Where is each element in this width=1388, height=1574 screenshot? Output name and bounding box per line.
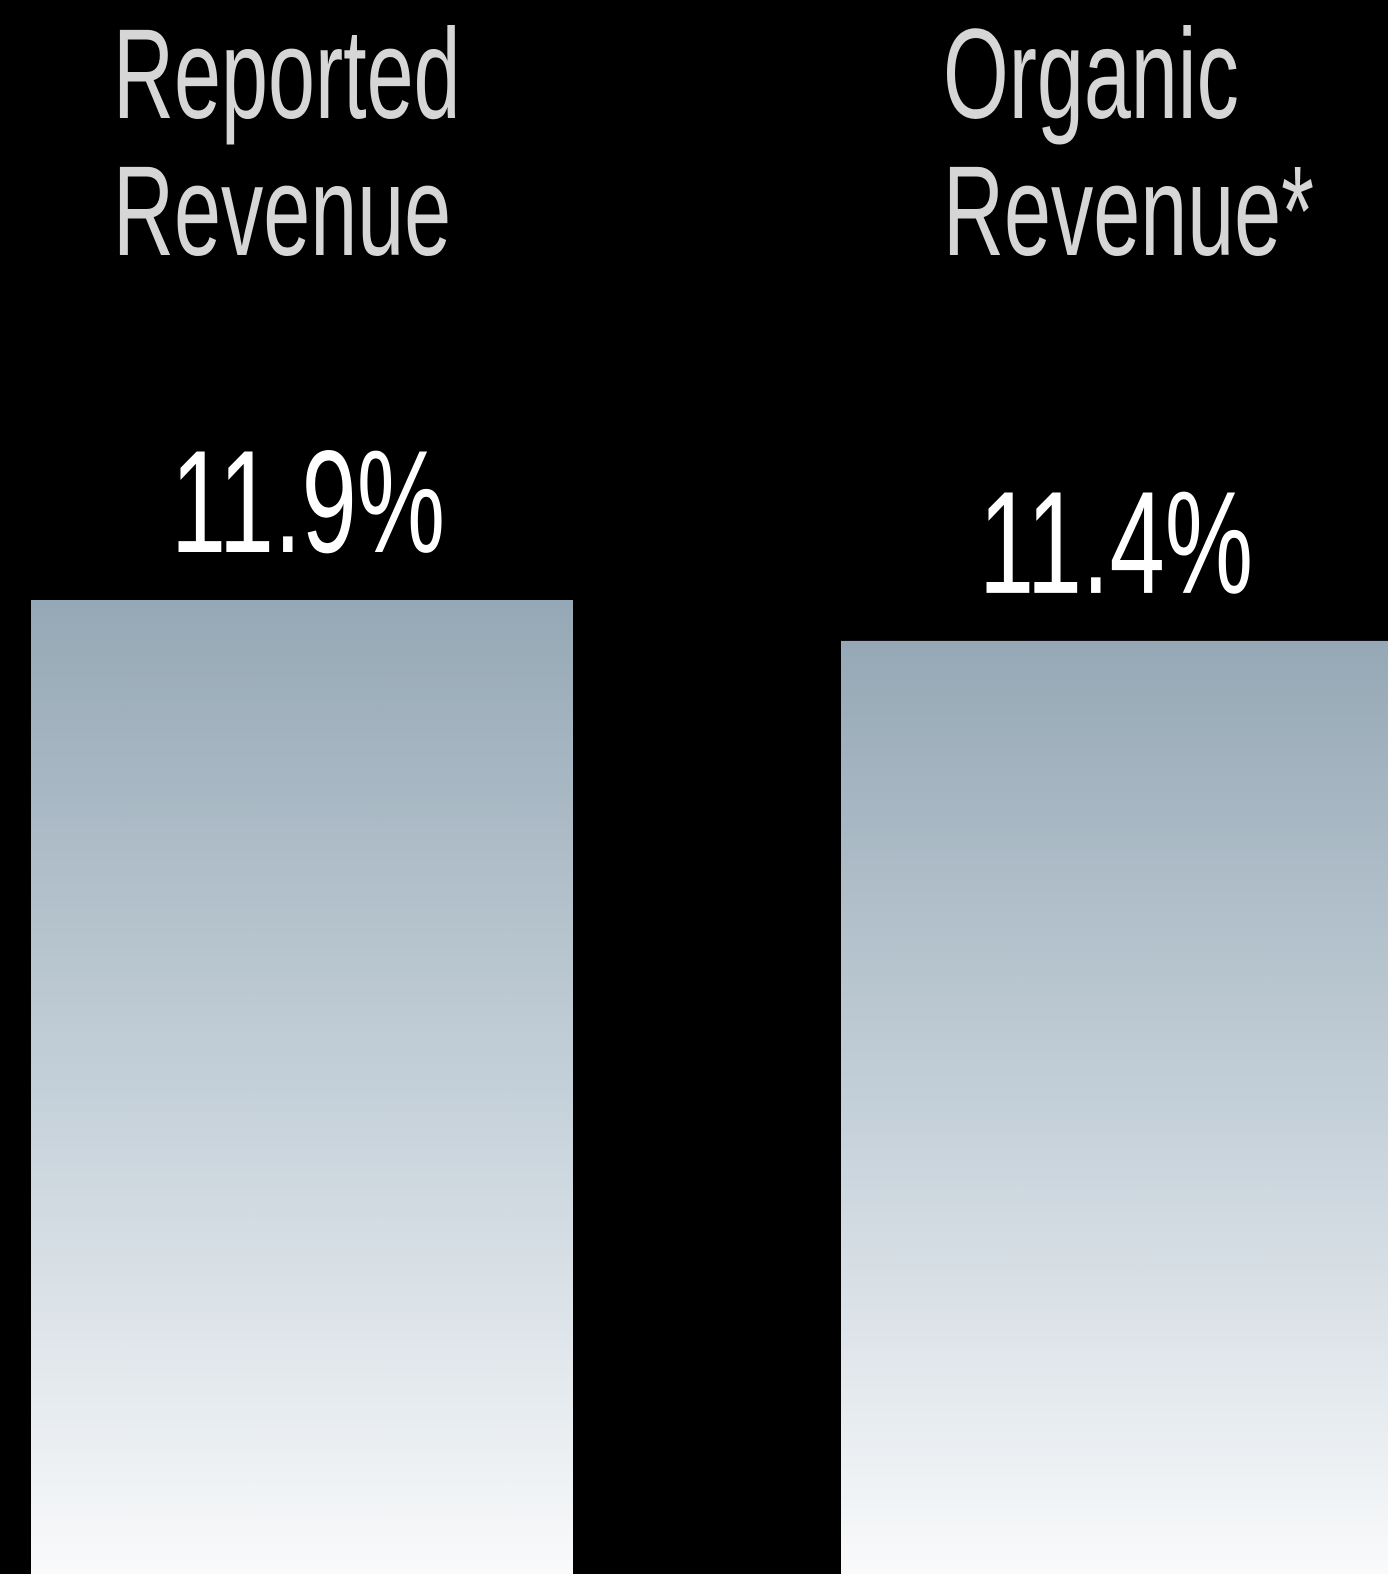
value-label: 11.4% (979, 462, 1253, 625)
bar (31, 599, 573, 1574)
category-label: Reported Revenue (113, 3, 461, 283)
category-label: Organic Revenue* (943, 3, 1315, 283)
bar (841, 640, 1388, 1574)
value-label: 11.9% (171, 421, 445, 584)
